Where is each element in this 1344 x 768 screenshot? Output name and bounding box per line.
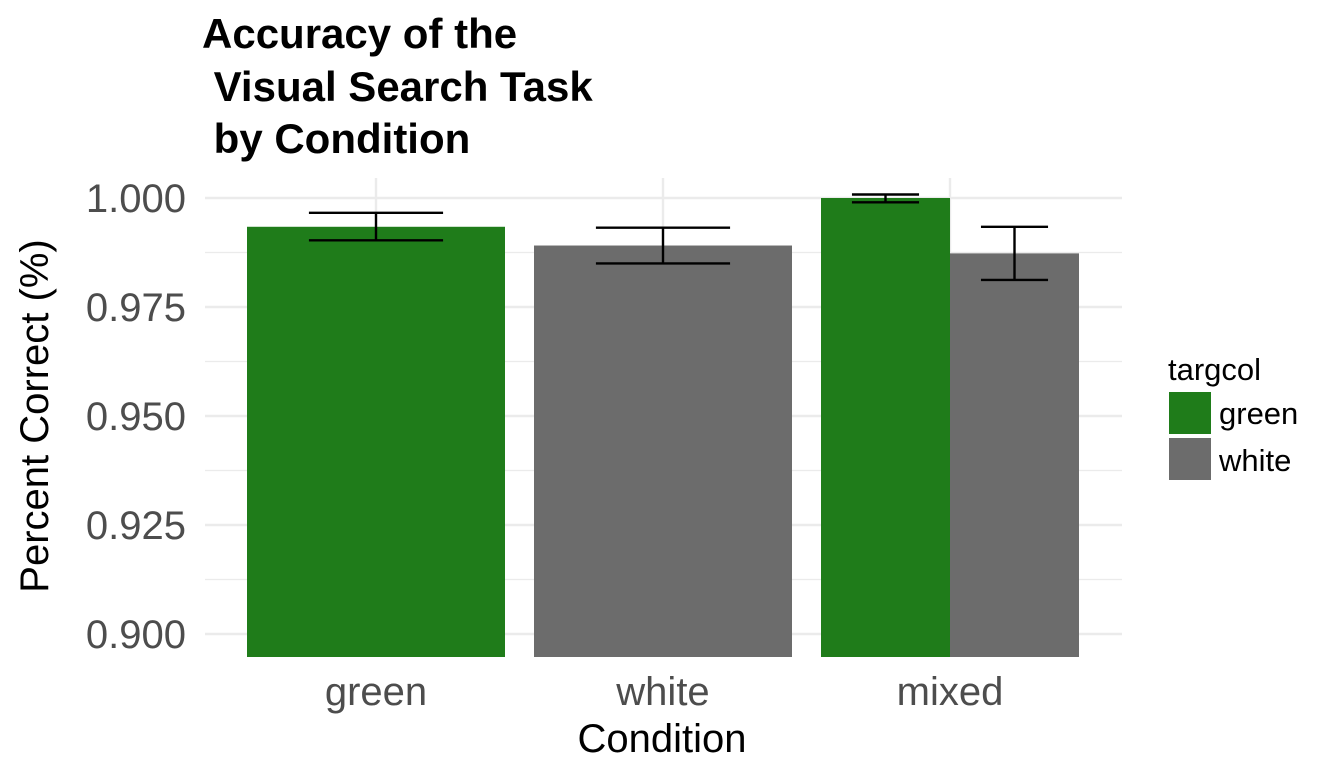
y-tick-label: 0.900 [86,613,186,657]
error-bars [308,193,1049,282]
x-tick-label-green: green [325,670,427,714]
bar-mixed-white [950,253,1079,657]
y-tick-label: 0.975 [86,286,186,330]
x-tick-label-mixed: mixed [897,670,1004,714]
y-tick-label: 1.000 [86,177,186,221]
chart-title-line-2: Visual Search Task [202,63,593,110]
errorbar-white-white [595,226,731,265]
y-tick-label: 0.925 [86,504,186,548]
x-axis-ticks: green white mixed [325,670,1004,714]
chart-title-line-1: Accuracy of the [202,10,517,57]
bar-mixed-green [821,198,950,657]
bars [247,198,1079,658]
y-tick-label: 0.950 [86,395,186,439]
bar-green-green [247,226,505,657]
chart-title-line-3: by Condition [202,115,470,162]
errorbar-mixed-white [980,225,1049,282]
legend-swatch-green [1169,392,1211,434]
legend: targcol green white [1168,352,1298,480]
y-axis-title: Percent Correct (%) [13,239,57,592]
errorbar-mixed-green [851,193,920,204]
x-tick-label-white: white [615,670,709,714]
legend-label-white: white [1218,443,1291,478]
y-axis-ticks: 0.900 0.925 0.950 0.975 1.000 [86,177,186,657]
bar-white-white [534,245,792,658]
x-axis-title: Condition [577,717,746,761]
errorbar-green-green [308,211,444,242]
legend-swatch-white [1169,438,1211,480]
legend-title: targcol [1168,352,1261,387]
legend-label-green: green [1219,396,1298,431]
